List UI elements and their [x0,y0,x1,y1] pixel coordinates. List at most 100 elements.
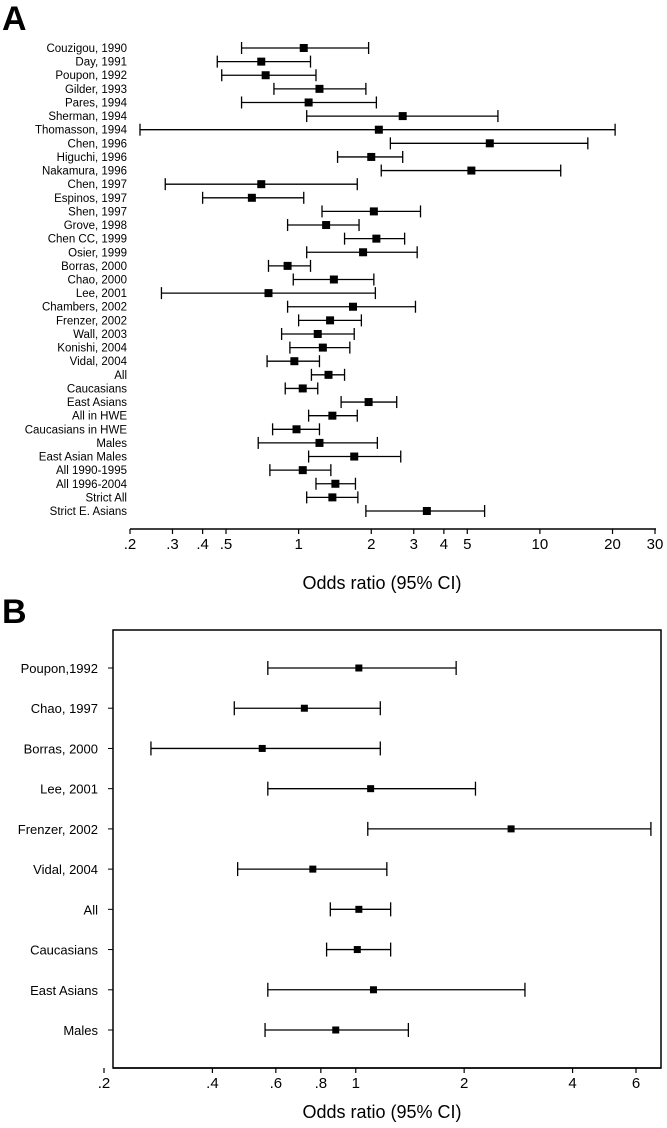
row-label: Day, 1991 [75,57,127,69]
row-label: Borras, 2000 [24,741,98,756]
x-tick-label: .8 [315,1075,328,1092]
row-label: Vidal, 2004 [33,862,98,877]
odds-ratio-point [329,275,338,284]
row-label: Thomasson, 1994 [35,125,128,137]
row-label: Espinos, 1997 [54,193,127,205]
row-label: All 1996-2004 [56,479,128,491]
odds-ratio-point [467,166,476,175]
row-label: All [114,370,127,382]
odds-ratio-point [261,71,270,80]
row-label: Borras, 2000 [61,261,127,273]
row-label: Males [63,1023,98,1038]
row-label: All [84,902,99,917]
x-tick-label: 2 [367,536,375,553]
row-label: Chao, 2000 [68,275,127,287]
odds-ratio-point [315,84,324,93]
row-label: Poupon,1992 [21,661,98,676]
odds-ratio-point [315,438,324,447]
row-label: Chen, 1997 [68,179,127,191]
x-tick-label: .6 [270,1075,283,1092]
x-tick-label: 3 [410,536,418,553]
row-label: Vidal, 2004 [70,356,128,368]
row-label: Lee, 2001 [76,288,127,300]
odds-ratio-point [258,744,266,752]
odds-ratio-point [322,221,331,230]
odds-ratio-point [355,664,363,672]
odds-ratio-point [283,261,292,270]
x-axis-title: Odds ratio (95% CI) [302,573,461,593]
row-label: Caucasians in HWE [25,424,128,436]
x-tick-label: .2 [98,1075,111,1092]
odds-ratio-point [350,452,359,461]
odds-ratio-point [364,398,373,407]
odds-ratio-point [257,57,266,66]
odds-ratio-point [257,180,266,189]
row-label: Strict All [85,492,127,504]
row-label: Konishi, 2004 [57,343,127,355]
x-tick-label: .4 [206,1075,219,1092]
odds-ratio-point [328,411,337,420]
row-label: Strict E. Asians [50,506,128,518]
x-tick-label: .4 [196,536,209,553]
odds-ratio-point [328,493,337,502]
odds-ratio-point [367,152,376,161]
row-label: Nakamura, 1996 [42,166,127,178]
odds-ratio-point [422,507,431,515]
x-tick-label: 1 [294,536,302,553]
odds-ratio-point [372,234,381,243]
x-tick-label: 5 [463,536,471,553]
x-tick-label: 2 [460,1075,468,1092]
row-label: Chen CC, 1999 [48,234,127,246]
row-label: Males [96,438,127,450]
odds-ratio-point [369,207,378,216]
row-label: All in HWE [72,411,127,423]
x-tick-label: 1 [352,1075,360,1092]
odds-ratio-point [247,193,256,202]
x-tick-label: 4 [568,1075,576,1092]
row-label: East Asians [67,397,127,409]
odds-ratio-point [331,479,340,488]
row-label: Chambers, 2002 [42,302,127,314]
x-tick-label: 20 [604,536,621,553]
row-label: Caucasians [67,383,127,395]
row-label: East Asian Males [39,452,127,464]
x-tick-label: 4 [440,536,448,553]
row-label: Chao, 1997 [31,701,98,716]
x-tick-label: 6 [632,1075,640,1092]
row-label: Wall, 2003 [73,329,127,341]
odds-ratio-point [298,384,307,393]
odds-ratio-point [398,112,407,121]
odds-ratio-point [485,139,494,148]
odds-ratio-point [374,125,383,134]
row-label: Chen, 1996 [68,138,127,150]
odds-ratio-point [299,44,308,52]
odds-ratio-point [290,357,299,366]
row-label: Pares, 1994 [65,97,128,109]
x-tick-label: 30 [647,536,664,553]
odds-ratio-point [324,370,333,379]
row-label: Lee, 2001 [40,782,98,797]
odds-ratio-point [318,343,327,352]
odds-ratio-point [348,302,357,311]
odds-ratio-point [507,825,515,833]
row-label: Grove, 1998 [64,220,127,232]
row-label: Frenzer, 2002 [56,315,127,327]
x-tick-label: .3 [166,536,179,553]
panel-a-letter: A [2,0,27,38]
odds-ratio-point [353,946,361,954]
x-axis-title: Odds ratio (95% CI) [302,1102,461,1122]
odds-ratio-point [332,1026,340,1034]
panel-a-forest-plot: .2 .3 .4 .5 1 2 3 4 5 10 20 30 Odds ratio (95% CI) Co… [25,42,664,593]
row-label: Poupon, 1992 [55,70,127,82]
row-label: Shen, 1997 [68,206,127,218]
row-label: Caucasians [30,943,98,958]
odds-ratio-point [367,785,375,793]
odds-ratio-point [355,905,363,913]
odds-ratio-point [326,316,335,325]
row-label: Couzigou, 1990 [46,43,127,55]
panel-b-letter: B [2,593,27,631]
panel-b-forest-plot: .2 .4 .6 .8 1 2 4 6 Odds ratio (95% CI) Poupon,19… [18,661,661,1122]
x-tick-label: .2 [124,536,137,553]
odds-ratio-point [369,986,377,994]
